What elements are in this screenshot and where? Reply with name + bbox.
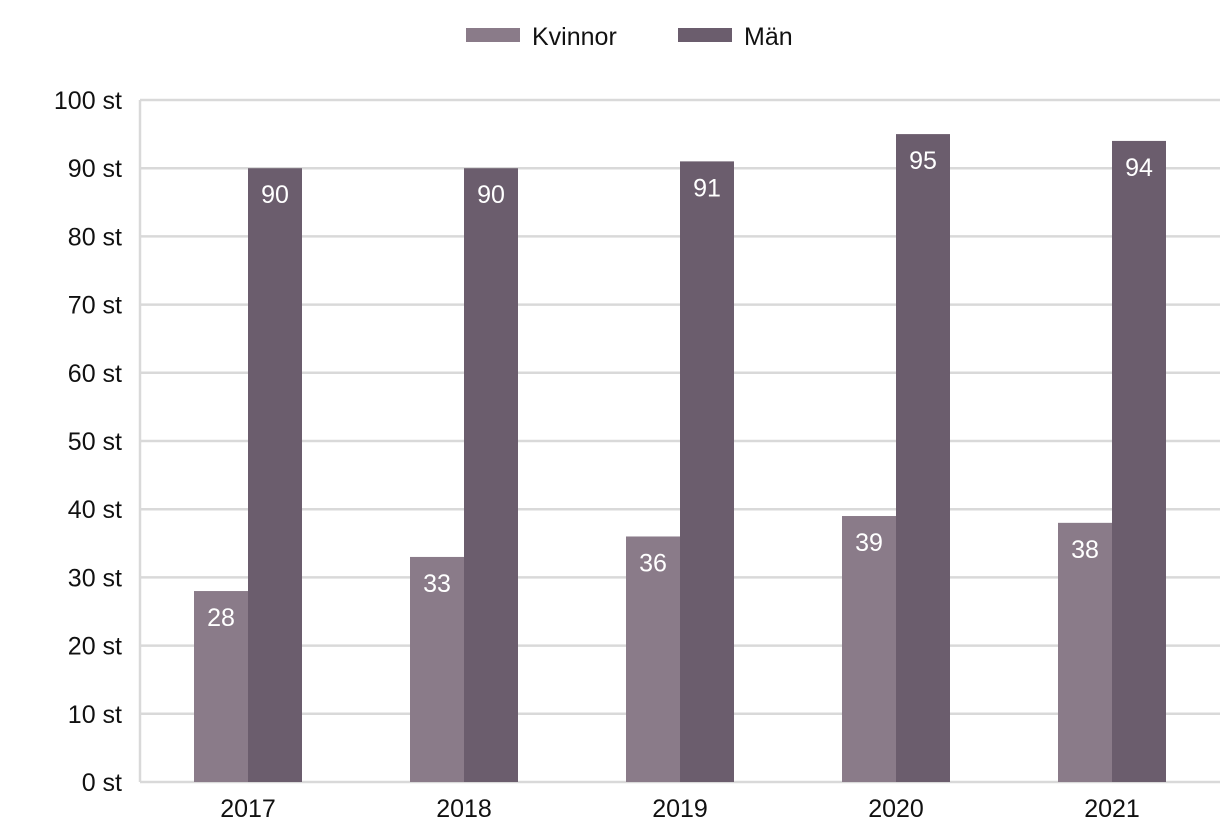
data-label: 28 (207, 604, 235, 632)
y-tick-label: 20 st (68, 633, 122, 661)
data-label: 90 (261, 181, 289, 209)
y-tick-label: 10 st (68, 701, 122, 729)
data-label: 94 (1125, 154, 1153, 182)
y-tick-label: 80 st (68, 223, 122, 251)
data-label: 90 (477, 181, 505, 209)
legend-label: Män (744, 23, 793, 51)
bar-man-2018 (464, 168, 518, 782)
bar-man-2019 (680, 161, 734, 782)
data-label: 38 (1071, 536, 1099, 564)
x-axis: 2017 2018 2019 2020 2021 (220, 795, 1140, 823)
y-tick-label: 0 st (82, 769, 122, 797)
legend-swatch (466, 28, 520, 42)
bar-man-2021 (1112, 140, 1166, 783)
bar-kvinnor-2021 (1058, 522, 1112, 782)
data-label: 33 (423, 570, 451, 598)
bar-kvinnor-2017 (194, 591, 248, 782)
data-label: 95 (909, 147, 937, 175)
bar-man-2020 (896, 134, 950, 783)
y-tick-label: 70 st (68, 292, 122, 320)
legend-label: Kvinnor (532, 23, 617, 51)
data-label: 91 (693, 174, 721, 202)
y-tick-label: 40 st (68, 496, 122, 524)
y-tick-label: 30 st (68, 564, 122, 592)
data-labels: 28 90 33 90 36 91 39 95 38 94 (207, 147, 1153, 632)
x-tick-label: 2021 (1084, 795, 1140, 823)
bar-kvinnor-2018 (410, 556, 464, 782)
y-tick-label: 50 st (68, 428, 122, 456)
x-tick-label: 2019 (652, 795, 708, 823)
y-tick-label: 60 st (68, 360, 122, 388)
bars (194, 134, 1166, 783)
y-axis: 0 st 10 st 20 st 30 st 40 st 50 st 60 st 70 st 8… (54, 87, 142, 797)
data-label: 36 (639, 549, 667, 577)
legend-swatch (678, 28, 732, 42)
bar-kvinnor-2020 (842, 516, 896, 782)
bar-man-2017 (248, 168, 302, 782)
x-tick-label: 2018 (436, 795, 492, 823)
x-tick-label: 2020 (868, 795, 924, 823)
bar-kvinnor-2019 (626, 536, 680, 782)
legend: Kvinnor Män (466, 23, 793, 51)
x-tick-label: 2017 (220, 795, 276, 823)
y-tick-label: 90 st (68, 155, 122, 183)
data-label: 39 (855, 529, 883, 557)
y-tick-label: 100 st (54, 87, 122, 115)
